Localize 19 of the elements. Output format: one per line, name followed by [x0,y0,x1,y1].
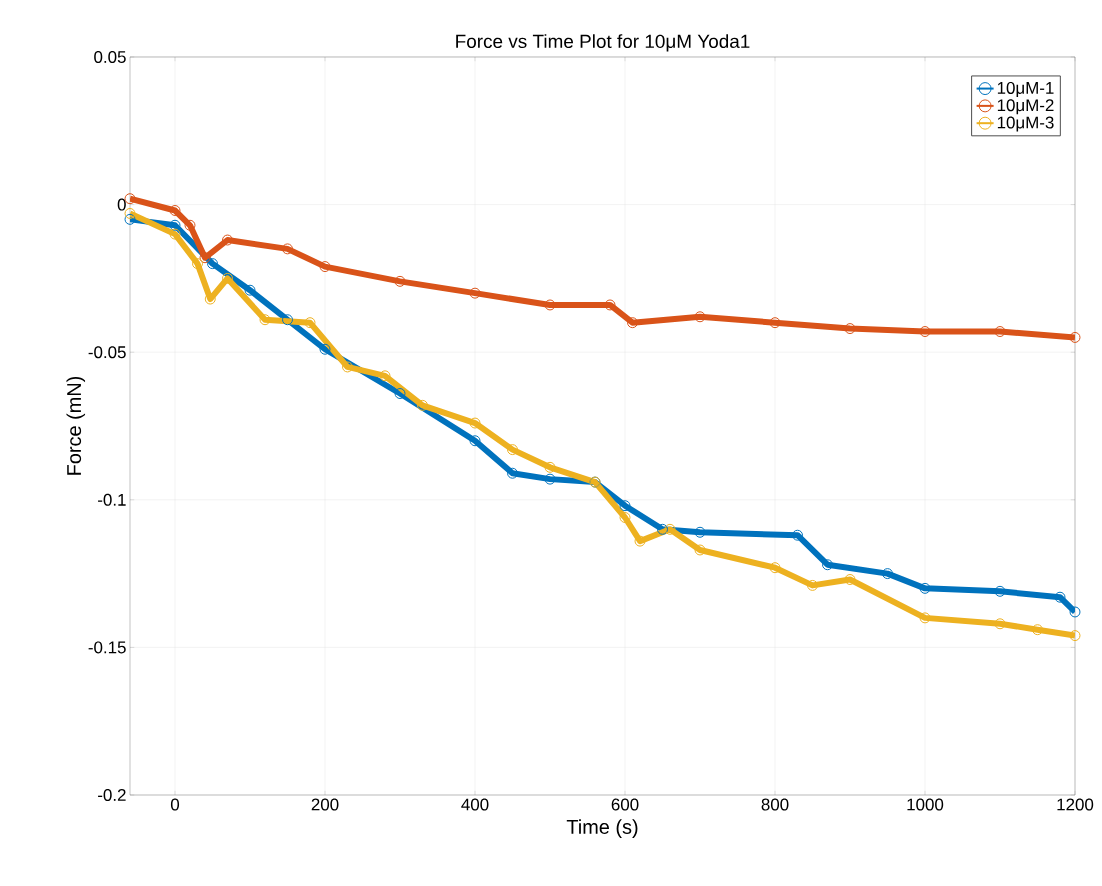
chart-title: Force vs Time Plot for 10μM Yoda1 [456,34,750,52]
y-tick-label: -0.15 [88,641,126,654]
legend-label: 10μM-1 [997,81,1054,97]
legend-label: 10μM-2 [997,99,1054,115]
legend-label: 10μM-3 [997,116,1054,132]
x-tick-label: 200 [311,798,339,811]
y-tick-label: 0 [117,198,126,211]
y-tick-label: 0.05 [94,50,126,63]
y-axis-title: Force (mN) [66,376,86,475]
y-tick-label: -0.05 [88,346,126,359]
x-tick-label: 800 [761,798,789,811]
x-tick-label: 0 [170,798,180,811]
x-tick-label: 1200 [1057,798,1094,811]
x-tick-label: 1000 [907,798,944,811]
x-axis-title: Time (s) [566,819,638,838]
x-tick-label: 400 [461,798,489,811]
y-tick-label: -0.2 [98,789,126,801]
x-tick-label: 600 [611,798,639,811]
y-tick-label: -0.1 [98,493,126,506]
